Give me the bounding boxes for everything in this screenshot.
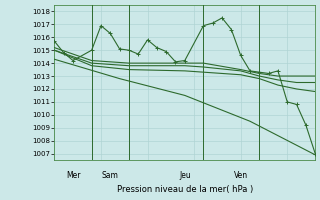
Text: Pression niveau de la mer( hPa ): Pression niveau de la mer( hPa ) [117,185,253,194]
Text: Jeu: Jeu [179,171,191,180]
Text: Sam: Sam [102,171,119,180]
Text: Ven: Ven [234,171,248,180]
Text: Mer: Mer [66,171,80,180]
